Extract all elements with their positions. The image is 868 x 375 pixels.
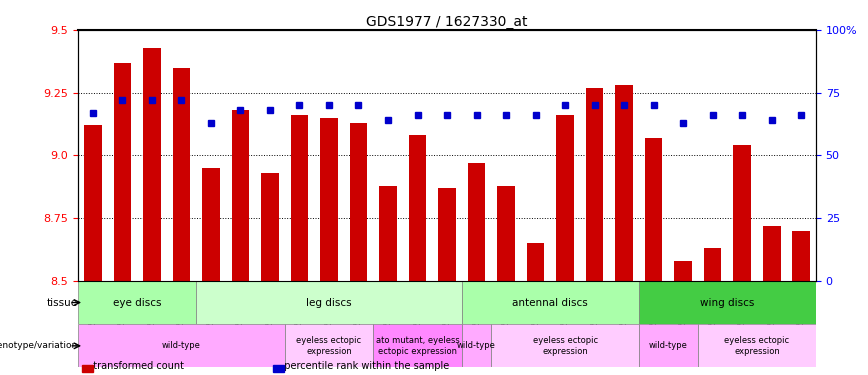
Bar	[674, 261, 692, 281]
Text: wild-type: wild-type	[457, 341, 496, 350]
Bar	[468, 163, 485, 281]
Bar	[202, 168, 220, 281]
Text: eyeless ectopic
expression: eyeless ectopic expression	[724, 336, 790, 356]
Bar	[261, 173, 279, 281]
FancyBboxPatch shape	[373, 324, 462, 368]
Text: transformed count: transformed count	[87, 361, 184, 371]
Text: eye discs: eye discs	[113, 297, 161, 307]
Text: leg discs: leg discs	[306, 297, 352, 307]
FancyBboxPatch shape	[196, 281, 462, 324]
Bar	[438, 188, 456, 281]
Bar	[114, 63, 131, 281]
Bar	[84, 125, 102, 281]
FancyBboxPatch shape	[639, 324, 698, 368]
Bar	[173, 68, 190, 281]
Bar	[645, 138, 662, 281]
Bar	[409, 135, 426, 281]
Bar	[497, 186, 515, 281]
Text: antennal discs: antennal discs	[512, 297, 589, 307]
Bar	[704, 248, 721, 281]
Bar	[232, 110, 249, 281]
Bar	[143, 48, 161, 281]
Bar	[291, 115, 308, 281]
Bar	[733, 146, 751, 281]
Text: genotype/variation: genotype/variation	[0, 341, 78, 350]
FancyBboxPatch shape	[491, 324, 639, 368]
Bar	[350, 123, 367, 281]
FancyBboxPatch shape	[462, 324, 491, 368]
Text: ato mutant, eyeless
ectopic expression: ato mutant, eyeless ectopic expression	[376, 336, 459, 356]
Bar	[792, 231, 810, 281]
Bar	[320, 118, 338, 281]
FancyBboxPatch shape	[285, 324, 373, 368]
Text: wing discs: wing discs	[700, 297, 754, 307]
Text: eyeless ectopic
expression: eyeless ectopic expression	[296, 336, 362, 356]
Text: percentile rank within the sample: percentile rank within the sample	[278, 361, 449, 371]
Text: tissue: tissue	[47, 297, 78, 307]
Bar	[556, 115, 574, 281]
Bar	[763, 226, 780, 281]
Title: GDS1977 / 1627330_at: GDS1977 / 1627330_at	[366, 15, 528, 29]
Bar	[527, 243, 544, 281]
FancyBboxPatch shape	[639, 281, 816, 324]
FancyBboxPatch shape	[698, 324, 816, 368]
FancyBboxPatch shape	[462, 281, 639, 324]
Bar	[586, 88, 603, 281]
Text: eyeless ectopic
expression: eyeless ectopic expression	[532, 336, 598, 356]
Bar	[615, 85, 633, 281]
FancyBboxPatch shape	[78, 324, 285, 368]
Text: wild-type: wild-type	[162, 341, 201, 350]
Text: wild-type: wild-type	[649, 341, 687, 350]
Bar	[379, 186, 397, 281]
FancyBboxPatch shape	[78, 281, 196, 324]
